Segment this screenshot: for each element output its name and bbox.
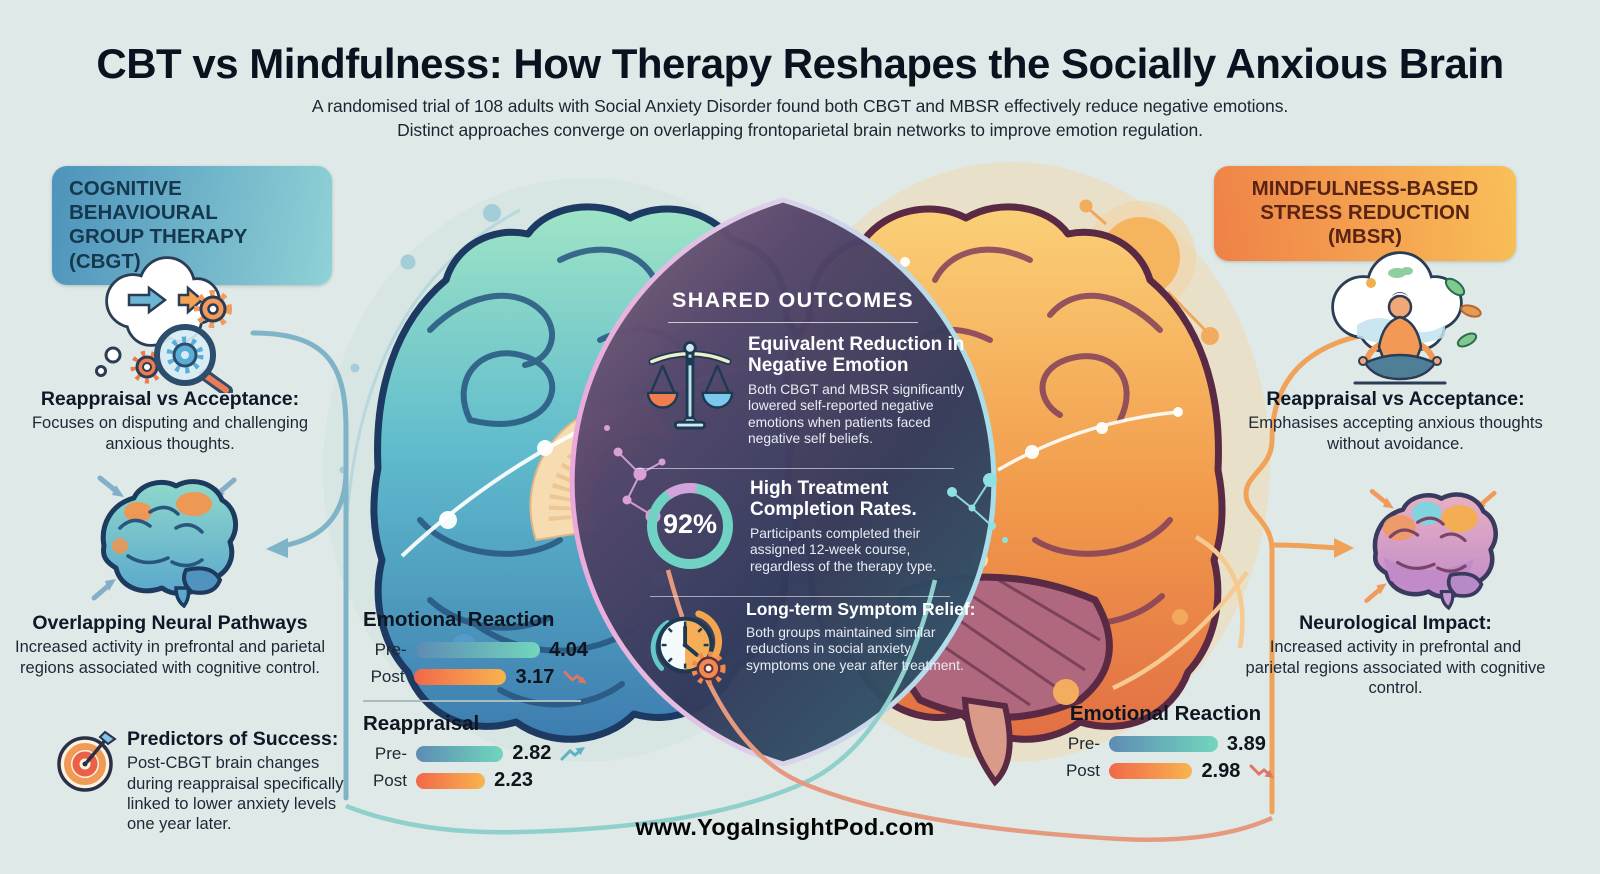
mbsr-section-body: Increased activity in prefrontal and par… (1245, 638, 1546, 697)
bar-post (413, 669, 507, 685)
chart-row: Post 3.17 (363, 665, 588, 688)
trend-down-icon (563, 670, 588, 684)
cbgt-section-heading: Overlapping Neural Pathways (32, 612, 308, 634)
trend-down-icon (1249, 764, 1275, 778)
cbgt-connector-line (250, 330, 349, 801)
page-title: CBT vs Mindfulness: How Therapy Reshapes… (96, 40, 1504, 87)
shared-item-longterm: Long-term Symptom Relief: Both groups ma… (746, 599, 976, 674)
bar-post (416, 772, 486, 789)
shared-item-heading: Equivalent Reduction in Negative Emotion (748, 334, 965, 377)
shared-item-body: Both groups maintained similar reduction… (746, 624, 964, 673)
chart-row: Pre- 3.89 (1048, 732, 1283, 755)
mbsr-section-reappraisal: Reappraisal vs Acceptance: Emphasises ac… (1243, 388, 1548, 454)
chart-row: Pre- 2.82 (363, 742, 588, 764)
cbgt-section-heading: Reappraisal vs Acceptance: (40, 388, 300, 410)
subtitle-line-1: A randomised trial of 108 adults with So… (311, 96, 1289, 116)
shared-item-heading: Long-term Symptom Relief: (746, 599, 976, 619)
bar-post (1109, 763, 1193, 779)
cbgt-arrowhead (266, 538, 288, 558)
bar-pre (415, 642, 541, 658)
lens-tail-salmon (665, 569, 1273, 842)
shared-item-body: Participants completed their assigned 12… (750, 525, 937, 574)
cbgt-section-heading: Predictors of Success: (127, 728, 339, 750)
row-value: 3.17 (515, 665, 555, 688)
cbgt-chart: Emotional Reaction Pre- 4.04 Post 3.17 R… (363, 608, 588, 791)
row-label: Pre- (374, 743, 407, 763)
mbsr-badge: MINDFULNESS-BASED STRESS REDUCTION (MBSR… (1214, 166, 1516, 261)
completion-ring-icon: 92% (644, 480, 736, 572)
mbsr-chart: Emotional Reaction Pre- 3.89 Post 2.98 (1048, 702, 1283, 782)
cbgt-section-predictors: Predictors of Success: Post-CBGT brain c… (55, 728, 351, 834)
overlap-brain-icon (78, 468, 248, 608)
shared-item-heading: High Treatment Completion Rates. (750, 478, 917, 521)
cbgt-section-reappraisal: Reappraisal vs Acceptance: Focuses on di… (20, 388, 320, 454)
trend-up-icon (560, 747, 586, 761)
lens-tail-teal (345, 579, 938, 835)
cbgt-section-body: Focuses on disputing and challenging anx… (31, 414, 309, 453)
thought-restructuring-icon (85, 243, 245, 393)
row-value: 2.82 (512, 742, 552, 764)
mbsr-section-neuro: Neurological Impact: Increased activity … (1243, 612, 1548, 698)
chart-row: Post 2.98 (1048, 759, 1283, 782)
row-label: Post (372, 770, 407, 790)
chart-row: Post 2.23 (363, 769, 588, 791)
row-value: 3.89 (1226, 732, 1266, 755)
chart-section-title: Reappraisal (363, 711, 480, 735)
shared-item-body: Both CBGT and MBSR significantly lowered… (748, 381, 964, 447)
row-value: 2.23 (494, 769, 534, 791)
chart-section-title: Emotional Reaction (1069, 702, 1262, 725)
mbsr-section-heading: Reappraisal vs Acceptance: (1266, 388, 1525, 410)
shared-item-completion: High Treatment Completion Rates. Partici… (750, 478, 964, 575)
cbgt-badge: COGNITIVE BEHAVIOURAL GROUP THERAPY (CBG… (52, 166, 332, 285)
molecule-teal (947, 473, 1008, 543)
chart-row: Pre- 4.04 (363, 638, 588, 661)
mbsr-arrowhead (1334, 538, 1354, 558)
subtitle-line-2: Distinct approaches converge on overlapp… (397, 120, 1203, 140)
row-label: Post (370, 667, 405, 686)
chart-section-title: Emotional Reaction (363, 608, 555, 631)
deco-dots-bottom-right (1053, 535, 1249, 705)
row-value: 2.98 (1201, 759, 1241, 782)
cbgt-section-body: Post-CBGT brain changes during reapprais… (127, 754, 344, 833)
balance-scale-icon (646, 336, 734, 434)
shared-outcomes-title: SHARED OUTCOMES (668, 288, 918, 323)
lens-divider (650, 596, 950, 597)
row-label: Pre- (1067, 734, 1100, 753)
shared-item-equivalent: Equivalent Reduction in Negative Emotion… (748, 334, 966, 448)
row-label: Pre- (374, 640, 407, 659)
bar-pre (416, 745, 504, 762)
mbsr-connector-line (1243, 327, 1423, 815)
lens-divider (636, 468, 954, 469)
row-value: 4.04 (549, 638, 588, 661)
chart-divider (363, 700, 581, 702)
target-dart-icon (55, 728, 117, 834)
row-label: Post (1065, 761, 1100, 780)
cbgt-section-body: Increased activity in prefrontal and par… (14, 638, 325, 677)
cbgt-section-neural: Overlapping Neural Pathways Increased ac… (10, 612, 330, 678)
mbsr-section-body: Emphasises accepting anxious thoughts wi… (1248, 414, 1543, 453)
bar-pre (1109, 736, 1218, 752)
mbsr-brain-icon (1352, 482, 1507, 610)
mbsr-section-heading: Neurological Impact: (1299, 612, 1492, 634)
completion-stat: 92% (662, 509, 718, 539)
footer-url-link[interactable]: www.YogaInsightPod.com (635, 814, 935, 840)
meditation-icon (1305, 245, 1485, 395)
clock-gear-icon (648, 606, 730, 688)
